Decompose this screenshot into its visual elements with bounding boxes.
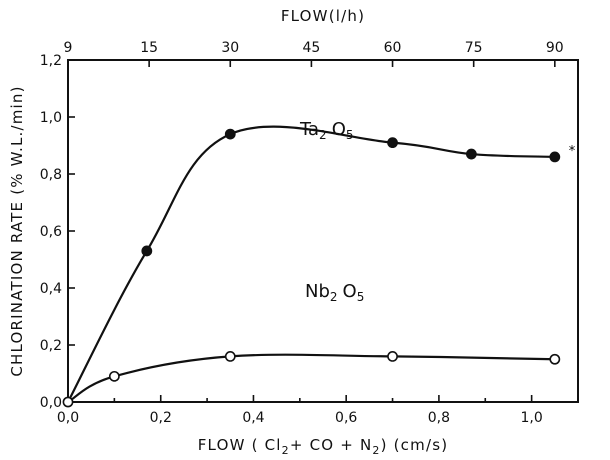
series-label-nb2o5: Nb2 O5	[305, 281, 364, 304]
series-curves	[67, 125, 555, 403]
data-point	[108, 370, 120, 382]
series-line-1	[67, 353, 555, 403]
tick-labels: 0,0 0,2 0,4 0,6 0,8 1,0 9 15 30 45 60 75 90 0,0 0,2 0,4…	[40, 40, 564, 426]
x2-tick-label: 75	[465, 40, 483, 56]
data-point	[549, 353, 561, 365]
x-tick-label: 1,0	[521, 410, 543, 426]
data-point	[387, 350, 398, 362]
x2-tick-label: 30	[221, 40, 239, 56]
x-axis-title-sub2: 2	[372, 444, 380, 457]
data-point	[141, 245, 153, 257]
x2-tick-label: 90	[546, 40, 564, 56]
y-tick-label: 0,0	[40, 395, 62, 411]
plot-frame	[67, 59, 579, 403]
origin-point	[62, 396, 74, 408]
x2-tick-label: 45	[302, 40, 320, 56]
series-line-0	[67, 125, 555, 403]
tick-marks	[67, 59, 579, 403]
y-tick-label: 0,2	[40, 338, 62, 354]
asterisk-annotation: *	[569, 144, 576, 159]
x-axis-title-sub1: 2	[282, 444, 290, 457]
data-point	[224, 350, 236, 362]
x2-tick-label: 15	[140, 40, 158, 56]
series-label-ta2o5: Ta2 O5	[299, 119, 354, 142]
x-tick-label: 0,0	[57, 410, 79, 426]
x2-axis-title: FLOW(l/h)	[281, 7, 365, 25]
x-axis-title: FLOW ( Cl2+ CO + N2) (cm/s)	[198, 436, 449, 457]
x-axis-title-part2: + CO + N	[290, 436, 373, 454]
x2-tick-label: 60	[384, 40, 402, 56]
y-tick-label: 1,0	[40, 110, 62, 126]
data-point	[224, 128, 236, 140]
data-point	[465, 148, 477, 160]
y-tick-label: 0,8	[40, 167, 62, 183]
y-axis-title: CHLORINATION RATE (% W.L./min)	[8, 85, 26, 376]
x-axis-title-part1: FLOW ( Cl	[198, 436, 282, 454]
data-point	[387, 137, 398, 149]
y-tick-label: 1,2	[40, 53, 62, 69]
x-axis-title-part3: ) (cm/s)	[381, 436, 449, 454]
x2-tick-label: 9	[64, 40, 73, 56]
y-tick-label: 0,6	[40, 224, 62, 240]
x-tick-label: 0,6	[335, 410, 357, 426]
x-tick-label: 0,4	[242, 410, 264, 426]
data-markers	[62, 128, 561, 408]
data-point	[549, 151, 561, 163]
x-tick-label: 0,8	[428, 410, 450, 426]
x-tick-label: 0,2	[150, 410, 172, 426]
y-tick-label: 0,4	[40, 281, 62, 297]
